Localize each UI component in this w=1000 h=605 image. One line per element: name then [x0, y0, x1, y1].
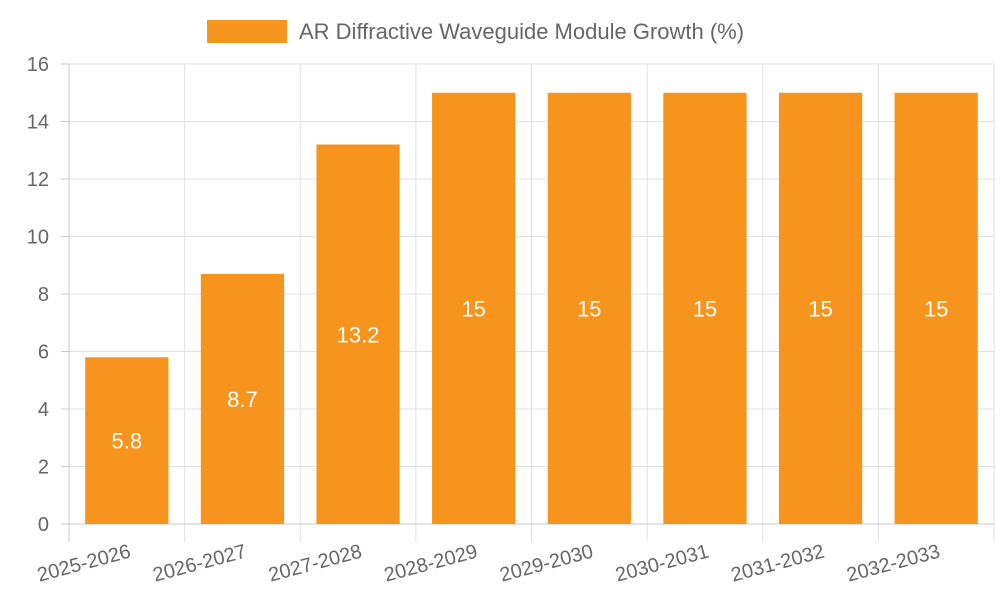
x-tick-label: 2031-2032	[729, 541, 827, 587]
legend-label: AR Diffractive Waveguide Module Growth (…	[299, 19, 744, 44]
y-tick-label: 0	[38, 514, 49, 536]
y-tick-label: 6	[38, 342, 49, 364]
bar[interactable]	[316, 144, 400, 525]
y-tick-label: 10	[27, 227, 49, 249]
bar-data-label: 15	[924, 296, 948, 321]
bar-data-label: 5.8	[112, 429, 143, 454]
y-tick-label: 8	[38, 284, 49, 306]
bar-layer	[85, 92, 978, 525]
y-tick-label: 4	[38, 399, 49, 421]
bar[interactable]	[432, 92, 516, 524]
bar-data-label: 15	[461, 296, 485, 321]
bar-data-label: 15	[693, 296, 717, 321]
x-tick-label: 2025-2026	[35, 541, 133, 587]
bar-data-label: 8.7	[227, 387, 258, 412]
bar-data-label: 15	[808, 296, 832, 321]
y-tick-label: 2	[38, 457, 49, 479]
data-label-layer: 5.8 8.7 13.2 15 15 15 15 15	[112, 296, 949, 453]
bar[interactable]	[85, 357, 169, 524]
y-tick-label: 14	[27, 112, 49, 134]
bar-data-label: 13.2	[337, 322, 380, 347]
legend: AR Diffractive Waveguide Module Growth (…	[207, 19, 744, 44]
grid-layer	[68, 63, 995, 542]
bar[interactable]	[547, 92, 631, 524]
bar[interactable]	[663, 92, 747, 524]
bar[interactable]	[894, 92, 978, 524]
x-tick-label: 2029-2030	[498, 541, 596, 587]
x-tick-label: 2032-2033	[844, 541, 942, 587]
x-tick-label: 2027-2028	[266, 541, 364, 587]
bar-data-label: 15	[577, 296, 601, 321]
bar[interactable]	[200, 273, 285, 524]
legend-swatch	[207, 20, 287, 43]
x-tick-label: 2026-2027	[151, 541, 249, 587]
y-tick-label: 12	[27, 169, 49, 191]
y-tick-label: 16	[27, 54, 49, 76]
bar[interactable]	[778, 92, 863, 524]
x-tick-label: 2028-2029	[382, 541, 480, 587]
x-tick-label: 2030-2031	[613, 541, 711, 587]
